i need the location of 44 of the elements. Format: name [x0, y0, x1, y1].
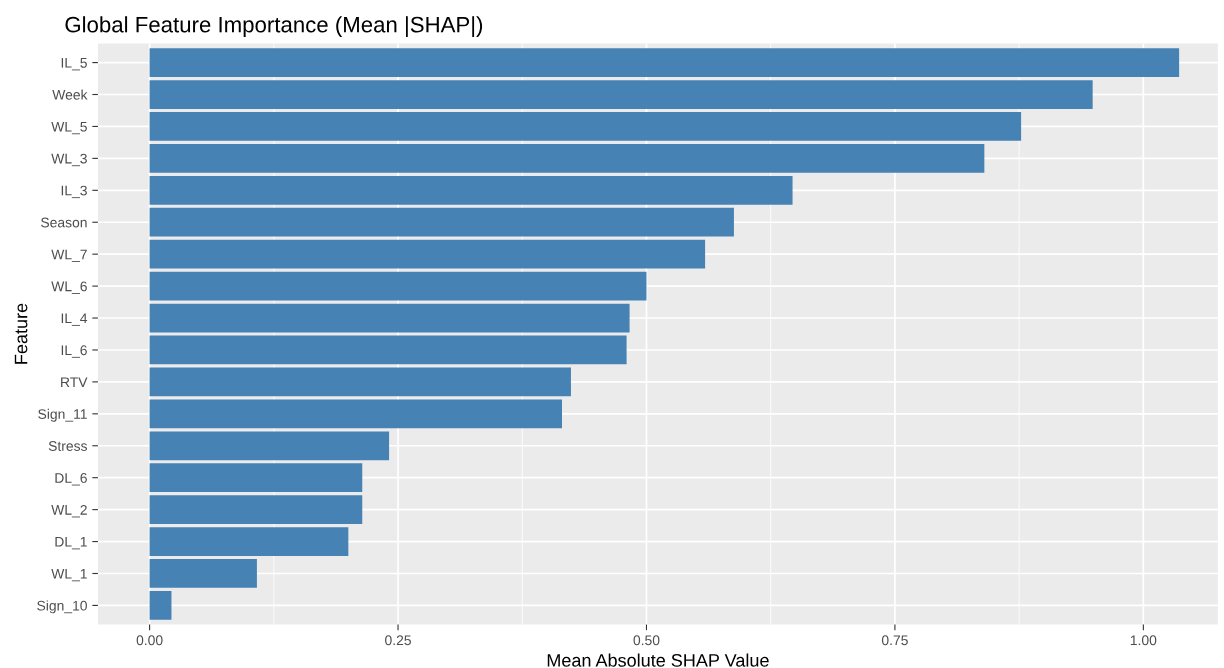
- x-tick-label: 0.75: [881, 635, 908, 646]
- y-tick-label: IL_6: [61, 345, 87, 358]
- bar: [149, 271, 647, 301]
- bar: [149, 463, 363, 493]
- y-tick-label: Sign_11: [38, 408, 87, 422]
- y-tick-label: WL_5: [51, 121, 87, 135]
- x-tick-label: 1.00: [1130, 635, 1157, 646]
- y-tick-label: DL_1: [55, 537, 87, 550]
- bar: [149, 80, 1093, 109]
- y-tick-label: Stress: [48, 441, 87, 451]
- y-tick-label: RTV: [61, 377, 88, 387]
- y-tick-label: WL_6: [51, 281, 87, 294]
- bar: [149, 144, 985, 173]
- y-tick-label: IL_5: [61, 58, 87, 71]
- y-tick-label: Season: [41, 217, 87, 228]
- bar: [149, 239, 706, 269]
- x-tick-label: 0.50: [633, 635, 660, 646]
- bar: [149, 431, 390, 461]
- bar: [149, 399, 562, 429]
- bar: [149, 527, 349, 556]
- x-tick-label: 0.25: [385, 635, 411, 646]
- y-tick-label: Week: [52, 89, 88, 100]
- bar: [149, 495, 363, 524]
- y-axis-title: Feature: [14, 303, 28, 364]
- bar: [149, 367, 571, 397]
- x-axis-title: Mean Absolute SHAP Value: [547, 653, 769, 667]
- bar: [149, 591, 172, 620]
- bar: [149, 175, 793, 205]
- chart-title: Global Feature Importance (Mean |SHAP|): [65, 16, 483, 38]
- y-tick-label: WL_2: [51, 504, 87, 518]
- y-tick-label: WL_7: [51, 249, 87, 262]
- y-tick-label: IL_4: [61, 313, 88, 326]
- bar: [149, 335, 627, 365]
- bar: [149, 303, 630, 333]
- bar: [149, 559, 257, 588]
- bar: [149, 48, 1180, 77]
- y-tick-label: WL_1: [51, 568, 87, 582]
- bar: [149, 207, 734, 237]
- y-tick-label: DL_6: [55, 473, 87, 486]
- y-tick-label: Sign_10: [37, 600, 87, 614]
- x-tick-label: 0.00: [136, 635, 163, 646]
- y-tick-label: WL_3: [51, 153, 87, 167]
- bar: [149, 112, 1022, 141]
- y-tick-label: IL_3: [61, 185, 87, 199]
